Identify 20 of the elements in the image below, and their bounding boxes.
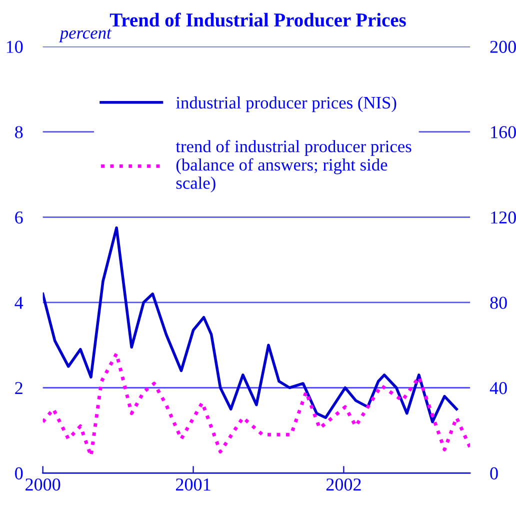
y2-tick-label: 0 <box>490 467 498 480</box>
y-axis-title: percent <box>58 28 112 42</box>
legend-label: trend of industrial producer prices (balance of answers; right side scale) <box>176 140 412 192</box>
x-tick-label: 2000 <box>26 478 60 491</box>
line-series <box>42 226 458 424</box>
y-tick-label: 8 <box>15 126 23 138</box>
y-tick-label: 0 <box>15 467 23 480</box>
y-tick-label: 4 <box>14 296 24 309</box>
legend-label: industrial producer prices (NIS) <box>176 96 396 112</box>
x-tick-label: 2001 <box>176 478 210 491</box>
y2-tick-label: 80 <box>490 296 507 309</box>
y2-tick-label: 120 <box>491 211 516 224</box>
y-tick-label: 10 <box>6 40 23 53</box>
y2-tick-label: 160 <box>491 126 516 138</box>
y-tick-label: 2 <box>15 382 22 394</box>
y2-tick-label: 40 <box>490 382 507 394</box>
chart-title: Trend of Industrial Producer Prices <box>110 12 406 27</box>
x-tick-label: 2002 <box>326 478 361 491</box>
y2-tick-label: 200 <box>490 40 516 53</box>
y-tick-label: 6 <box>15 211 23 224</box>
